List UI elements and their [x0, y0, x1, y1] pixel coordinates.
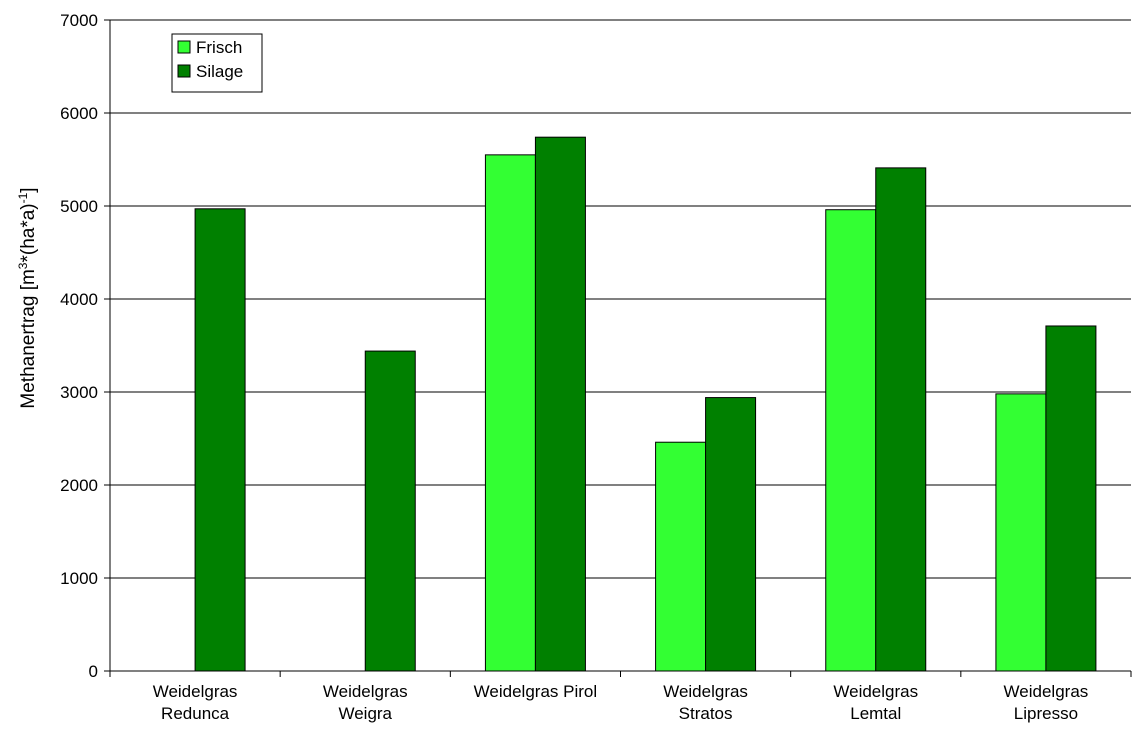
- bar-silage: [194, 208, 246, 672]
- legend-label: Frisch: [196, 38, 242, 57]
- bar-frisch: [825, 209, 877, 672]
- bar-silage: [1045, 325, 1097, 672]
- y-tick-labels: 0 1000 2000 3000 4000 5000 6000 7000: [60, 11, 98, 681]
- y-tick-label: 6000: [60, 104, 98, 123]
- y-tick-label: 1000: [60, 569, 98, 588]
- x-tick-label: Weidelgras Lipresso: [1004, 682, 1089, 723]
- bar-silage: [705, 397, 757, 672]
- x-tick-label: Weidelgras Redunca: [153, 682, 238, 723]
- y-tick-label: 5000: [60, 197, 98, 216]
- x-tick-label: Weidelgras Stratos: [663, 682, 748, 723]
- legend-swatch: [177, 40, 191, 54]
- bar-silage: [534, 136, 586, 672]
- y-tick-label: 3000: [60, 383, 98, 402]
- axes: [104, 19, 1132, 677]
- x-tick-labels: Weidelgras Redunca Weidelgras Weigra Weidelg…: [153, 682, 1089, 723]
- y-axis-label: Methanertrag [m3*(ha*a)-1]: [16, 187, 39, 408]
- legend: Frisch Silage: [171, 33, 263, 93]
- bar-silage: [875, 167, 927, 672]
- legend-label: Silage: [196, 62, 243, 81]
- bar-frisch: [655, 441, 707, 672]
- y-tick-label: 0: [89, 662, 98, 681]
- legend-swatch: [177, 64, 191, 78]
- y-tick-label: 4000: [60, 290, 98, 309]
- gridlines: [110, 19, 1131, 579]
- y-tick-label: 7000: [60, 11, 98, 30]
- bars: [194, 136, 1097, 672]
- y-tick-label: 2000: [60, 476, 98, 495]
- bar-silage: [364, 350, 416, 672]
- x-tick-label: Weidelgras Lemtal: [833, 682, 918, 723]
- bar-frisch: [484, 154, 536, 672]
- x-tick-label: Weidelgras Weigra: [323, 682, 408, 723]
- bar-frisch: [995, 393, 1047, 672]
- x-tick-label: Weidelgras Pirol: [474, 682, 597, 701]
